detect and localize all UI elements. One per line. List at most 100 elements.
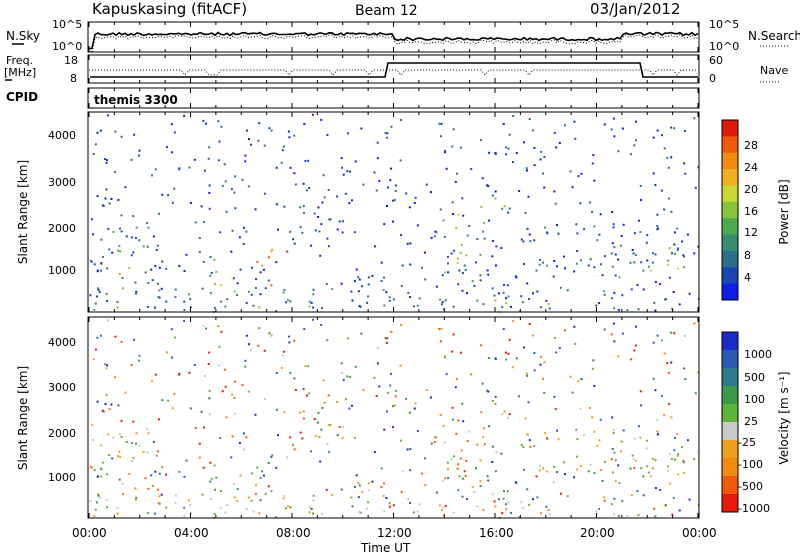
data-cell	[451, 406, 454, 409]
data-cell	[287, 130, 290, 133]
data-cell	[634, 459, 637, 462]
data-cell	[307, 365, 310, 368]
power-panel-frame	[87, 111, 700, 313]
data-cell	[120, 436, 123, 438]
data-cell	[271, 454, 274, 457]
data-cell	[536, 290, 539, 293]
data-cell	[189, 202, 192, 204]
data-cell	[357, 482, 360, 484]
data-cell	[255, 278, 257, 281]
data-cell	[135, 290, 138, 293]
data-cell	[507, 501, 510, 504]
data-cell	[495, 451, 498, 454]
data-cell	[564, 267, 566, 270]
data-cell	[93, 309, 96, 311]
data-cell	[94, 302, 97, 305]
data-cell	[275, 372, 278, 374]
data-cell	[524, 211, 527, 214]
data-cell	[207, 157, 210, 160]
data-cell	[633, 144, 636, 147]
data-cell	[378, 180, 381, 183]
data-cell	[388, 299, 391, 302]
data-cell	[202, 261, 205, 263]
data-cell	[595, 304, 598, 307]
data-cell	[224, 180, 227, 183]
data-cell	[507, 211, 510, 214]
data-cell	[603, 499, 606, 502]
data-cell	[117, 199, 120, 201]
noise-left-label: N.Sky	[6, 29, 40, 43]
data-cell	[173, 187, 176, 190]
data-cell	[670, 126, 673, 129]
data-cell	[152, 235, 155, 238]
data-cell	[167, 399, 170, 402]
data-cell	[232, 277, 235, 280]
data-cell	[543, 156, 546, 158]
data-cell	[642, 494, 645, 497]
data-cell	[554, 408, 557, 411]
data-cell	[511, 161, 514, 164]
data-cell	[494, 190, 497, 193]
colorbar-segment	[722, 283, 738, 301]
data-cell	[174, 494, 177, 497]
data-cell	[371, 274, 374, 277]
data-cell	[270, 129, 273, 132]
data-cell	[663, 147, 666, 150]
data-cell	[598, 233, 601, 236]
data-cell	[596, 444, 599, 447]
data-cell	[416, 224, 419, 227]
data-cell	[390, 330, 393, 333]
data-cell	[433, 441, 436, 443]
data-cell	[670, 331, 673, 334]
data-cell	[540, 150, 543, 153]
data-cell	[491, 255, 494, 258]
data-cell	[313, 212, 316, 215]
data-cell	[463, 470, 466, 473]
data-cell	[209, 480, 212, 483]
station-title: Kapuskasing (fitACF)	[92, 0, 247, 18]
data-cell	[409, 263, 412, 266]
data-cell	[173, 393, 176, 395]
data-cell	[580, 259, 582, 262]
data-cell	[111, 457, 114, 460]
data-cell	[310, 244, 313, 247]
data-cell	[151, 485, 154, 487]
data-cell	[542, 467, 545, 470]
xtick-0: 00:00	[72, 526, 107, 540]
data-cell	[539, 464, 542, 467]
data-cell	[613, 340, 616, 343]
data-cell	[281, 149, 284, 152]
data-cell	[504, 146, 507, 149]
data-cell	[100, 444, 103, 447]
data-cell	[483, 237, 486, 240]
data-cell	[522, 240, 525, 243]
data-cell	[479, 253, 482, 256]
data-cell	[119, 456, 122, 459]
data-cell	[392, 220, 395, 223]
colorbar-segment	[722, 250, 738, 268]
data-cell	[340, 282, 343, 285]
data-cell	[654, 183, 657, 186]
data-cell	[487, 185, 490, 188]
data-cell	[102, 461, 105, 464]
data-cell	[183, 475, 186, 478]
data-cell	[660, 339, 663, 342]
data-cell	[367, 501, 370, 504]
data-cell	[682, 472, 685, 474]
data-cell	[226, 504, 229, 507]
data-cell	[668, 247, 671, 250]
data-cell	[659, 489, 662, 491]
data-cell	[533, 352, 536, 354]
data-cell	[441, 507, 444, 509]
data-cell	[543, 391, 546, 394]
data-cell	[482, 230, 485, 233]
data-cell	[664, 504, 667, 507]
data-cell	[134, 487, 137, 490]
data-cell	[413, 407, 416, 410]
data-cell	[156, 282, 159, 285]
data-cell	[595, 510, 598, 513]
data-cell	[683, 367, 686, 370]
data-cell	[646, 259, 649, 262]
data-cell	[481, 382, 484, 385]
data-cell	[444, 356, 447, 359]
